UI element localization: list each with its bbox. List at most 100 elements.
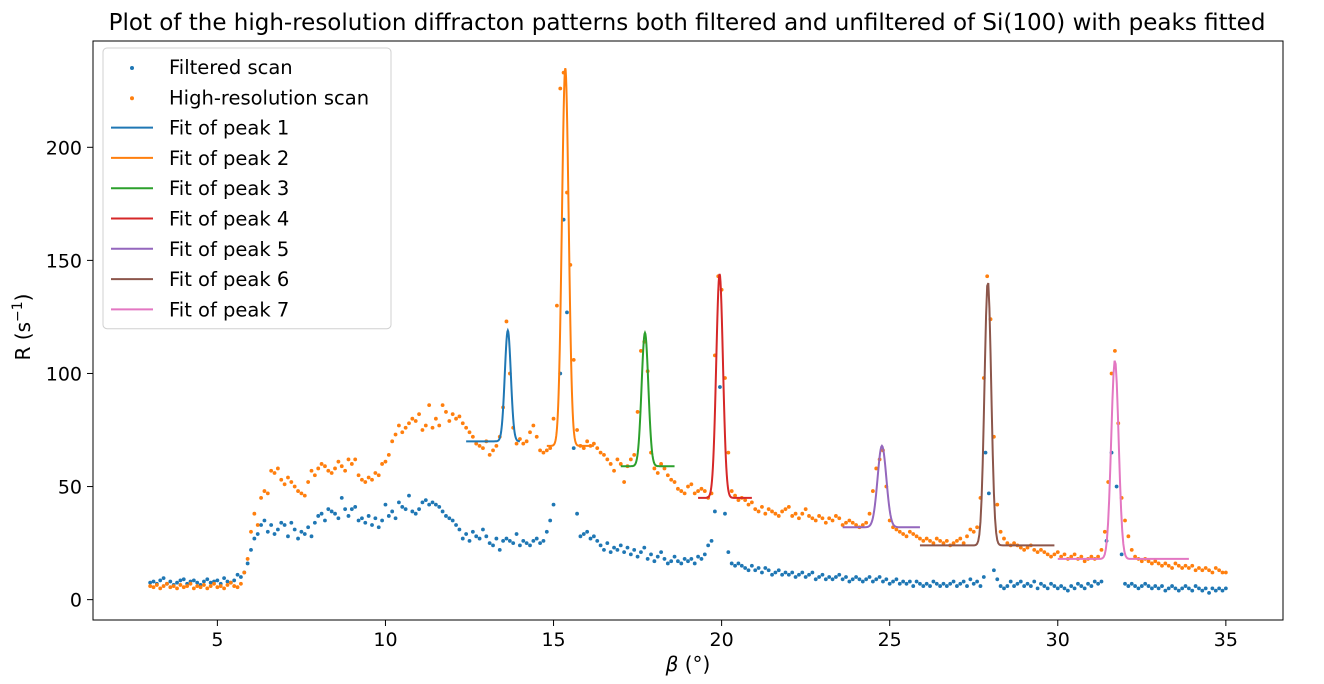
data-point xyxy=(423,498,428,503)
data-point xyxy=(349,462,354,466)
data-point xyxy=(265,491,270,496)
data-point xyxy=(938,584,943,588)
data-point xyxy=(1126,584,1131,588)
data-point xyxy=(571,446,576,451)
data-point xyxy=(195,580,200,585)
data-point xyxy=(676,559,680,564)
data-point xyxy=(1123,581,1127,586)
data-point xyxy=(1150,586,1154,591)
data-point xyxy=(669,559,674,564)
data-point xyxy=(689,482,694,487)
data-point xyxy=(753,568,758,573)
data-point xyxy=(679,489,684,493)
data-point xyxy=(265,529,270,534)
data-point xyxy=(518,543,522,548)
data-point xyxy=(699,486,704,491)
data-point xyxy=(1186,586,1191,591)
data-point xyxy=(370,477,374,482)
data-point xyxy=(1133,584,1137,588)
data-point xyxy=(897,529,902,534)
data-point xyxy=(1193,568,1198,573)
data-point xyxy=(501,538,506,543)
data-point xyxy=(1217,586,1222,591)
x-axis-unit: (°) xyxy=(685,652,711,676)
data-point xyxy=(676,486,680,491)
data-point xyxy=(191,578,196,583)
data-point xyxy=(837,516,842,521)
data-point xyxy=(1059,584,1064,588)
data-point xyxy=(649,552,653,557)
data-point xyxy=(854,523,858,527)
data-point xyxy=(306,480,311,484)
fit-line xyxy=(919,282,1055,547)
data-point xyxy=(437,423,442,428)
data-point xyxy=(309,534,314,539)
data-point xyxy=(1197,586,1201,591)
data-point xyxy=(544,448,549,453)
data-point xyxy=(1059,554,1064,559)
legend-label: Fit of peak 2 xyxy=(169,147,289,170)
data-point xyxy=(659,550,664,555)
legend-label: Fit of peak 7 xyxy=(169,298,289,321)
data-point xyxy=(491,543,495,548)
data-point xyxy=(323,464,327,469)
data-point xyxy=(718,385,722,389)
data-point xyxy=(487,452,492,457)
data-point xyxy=(770,509,774,514)
data-point xyxy=(820,516,825,521)
data-point xyxy=(665,561,670,566)
data-point xyxy=(1018,545,1023,550)
data-point xyxy=(1207,590,1211,595)
data-point xyxy=(1119,552,1124,557)
data-point xyxy=(555,303,559,308)
data-point xyxy=(820,572,825,577)
data-point xyxy=(255,523,260,527)
data-point xyxy=(518,437,522,441)
data-point xyxy=(484,534,489,539)
data-point xyxy=(595,446,600,451)
x-tick-label: 20 xyxy=(710,629,734,651)
data-point xyxy=(1180,586,1185,591)
data-point xyxy=(380,518,384,523)
data-point xyxy=(749,563,754,568)
data-point xyxy=(168,585,173,590)
data-point xyxy=(575,428,579,432)
data-point xyxy=(857,577,862,582)
data-point xyxy=(541,450,546,455)
data-point xyxy=(433,502,438,507)
data-point xyxy=(864,520,869,525)
data-point xyxy=(538,448,542,453)
data-point xyxy=(729,561,734,566)
data-point xyxy=(911,584,916,588)
data-point xyxy=(894,527,899,532)
data-point xyxy=(904,581,909,586)
data-point xyxy=(326,468,331,473)
data-point xyxy=(998,529,1003,534)
data-point xyxy=(1193,584,1198,588)
y-axis-label-close: ) xyxy=(11,294,35,302)
data-point xyxy=(218,584,223,588)
data-point xyxy=(366,514,371,518)
data-point xyxy=(776,568,781,573)
data-point xyxy=(417,507,421,512)
data-point xyxy=(823,520,828,525)
data-point xyxy=(622,480,627,484)
data-point xyxy=(639,550,643,555)
data-point xyxy=(729,489,734,493)
data-point xyxy=(1065,588,1070,593)
data-point xyxy=(659,462,664,466)
data-point xyxy=(410,416,415,421)
data-point xyxy=(1096,581,1101,586)
data-point xyxy=(467,430,472,435)
data-point xyxy=(992,568,996,573)
data-point xyxy=(1197,566,1201,570)
data-point xyxy=(1102,529,1107,534)
data-point xyxy=(981,575,986,579)
fit-line xyxy=(466,327,520,443)
data-point xyxy=(1213,566,1218,570)
data-point xyxy=(642,545,647,550)
data-point xyxy=(790,514,795,518)
data-point xyxy=(1069,584,1074,588)
data-point xyxy=(679,561,684,566)
data-point xyxy=(907,529,912,534)
